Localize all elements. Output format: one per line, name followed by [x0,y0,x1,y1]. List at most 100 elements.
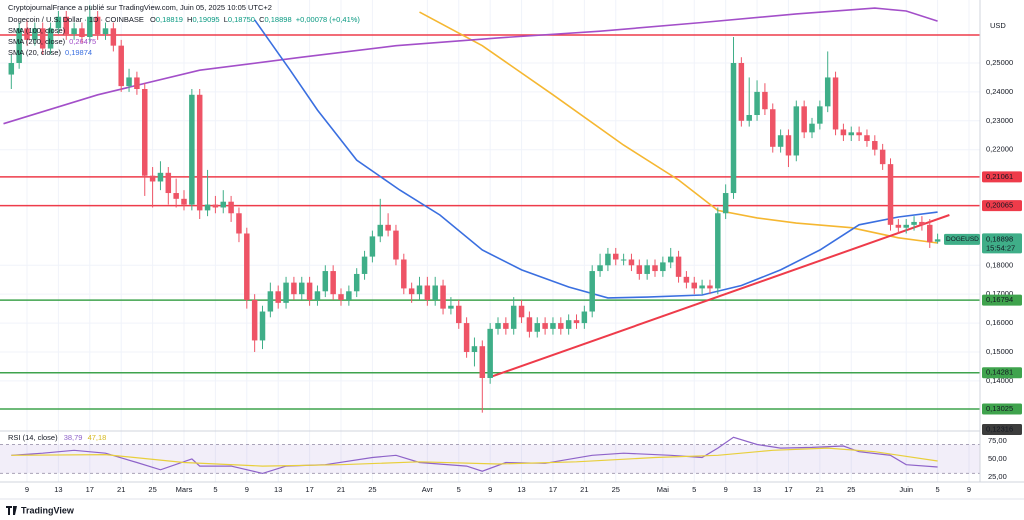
x-tick-label: 13 [274,485,282,494]
candle-body [911,221,917,225]
candle-body [267,291,274,312]
candle-body [550,323,556,329]
candle-body [87,16,93,37]
candle-body [644,265,650,274]
candle-body [377,224,384,237]
candle-body [777,135,784,147]
candle-body [291,282,297,295]
candle-body [385,224,391,231]
x-tick-label: 5 [936,485,940,494]
candle-body [189,94,195,205]
candle-body [32,28,38,40]
level-label-bg [982,403,1022,415]
candle-body [636,265,643,274]
ohlc-value: 0,18819 [156,15,183,24]
candle-body [927,224,933,243]
candle-body [824,77,831,107]
candle-body [94,16,101,35]
candle-body [134,77,140,90]
candle-body [416,285,423,295]
candle-body [24,28,30,40]
candle-body [16,28,22,63]
candle-body [432,285,438,300]
candle-body [196,94,203,211]
y-tick-label: 0,25000 [986,58,1013,67]
candle-body [299,282,305,295]
candle-body [408,288,415,295]
candle-body [683,276,690,283]
candle-body [605,253,611,266]
candle-body [534,323,541,332]
y-tick-label: 0,18000 [986,260,1013,269]
candle-body [887,164,894,225]
sma-line [3,7,938,125]
ohlc-key: L [224,15,228,24]
candle-body [330,271,336,295]
candle-body [770,109,776,147]
level-label-bg [982,294,1022,306]
rsi-legend: RSI (14, close) 38,79 47,18 [8,433,106,442]
candle-body [471,346,478,352]
candle-body [864,135,870,142]
candle-body [754,91,760,116]
rsi-title: RSI (14, close) [8,433,58,442]
candle-body [895,224,902,228]
plot-layer [0,5,980,413]
candle-body [762,91,768,110]
candle-body [236,213,242,234]
sma-line [419,11,938,244]
sma-value: 0,19874 [65,48,92,57]
y-tick-label: 0,15000 [986,347,1013,356]
candle-body [581,311,588,324]
candle-body [353,273,360,292]
x-tick-label: 17 [86,485,94,494]
candle-body [667,256,674,263]
sma-legend: SMA (100, close) [8,26,66,35]
symbol-label: DOGEUSD [946,236,979,243]
x-tick-label: 9 [25,485,29,494]
x-tick-label: 25 [148,485,156,494]
currency: USD [990,21,1006,30]
candle-body [628,259,635,266]
brand: TradingView [21,505,75,515]
candle-body [165,172,172,194]
candle-body [424,285,431,300]
candle-body [707,285,713,289]
x-tick-label: 5 [457,485,461,494]
x-tick-label: 9 [967,485,971,494]
level-label-bg [982,171,1022,183]
candle-body [715,213,721,289]
x-tick-label: 13 [753,485,761,494]
y-tick-label: 0,22000 [986,145,1013,154]
level-label: 0,14281 [986,368,1013,377]
candle-body [746,115,752,121]
candle-body [463,323,470,352]
candle-body [558,323,564,329]
rsi-tick-label: 75,00 [988,436,1007,445]
candle-body [173,193,179,199]
candle-body [934,239,941,242]
x-tick-label: 13 [54,485,62,494]
y-tick-label: 0,14000 [986,376,1013,385]
candle-body [903,224,909,228]
level-label: 0,16794 [986,295,1013,304]
candle-body [204,204,211,211]
candle-body [314,291,321,300]
candle-body [919,221,925,225]
sma-name: SMA (20, close) [8,48,61,57]
candle-body [322,271,329,292]
candle-body [118,45,124,87]
y-tick-label: 0,16000 [986,318,1013,327]
rsi-tick-label: 25,00 [988,472,1007,481]
candle-body [149,175,156,182]
x-tick-label: 21 [117,485,125,494]
candle-body [275,291,281,303]
candle-body [487,328,493,378]
sma-legend: SMA (20, close) 0,19874 [8,48,92,57]
candle-body [840,129,847,136]
candle-body [809,123,815,133]
candle-body [126,77,132,87]
level-label: 0,12316 [986,425,1013,434]
candle-body [597,265,603,272]
candle-body [63,16,70,35]
